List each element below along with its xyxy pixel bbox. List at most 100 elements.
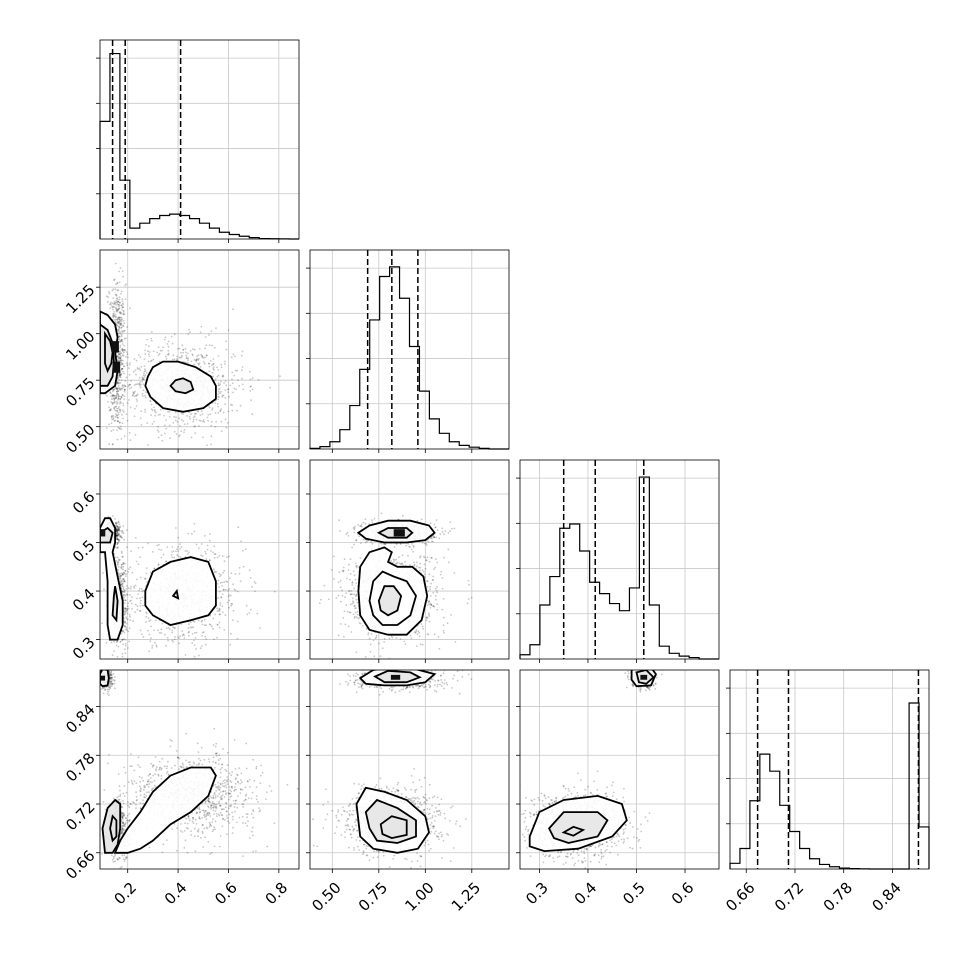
sample-point xyxy=(190,830,193,833)
sample-point xyxy=(118,382,120,385)
sample-point xyxy=(143,365,146,367)
sample-point xyxy=(143,784,146,787)
sample-point xyxy=(123,621,126,624)
sample-point xyxy=(162,553,165,556)
sample-point xyxy=(124,599,127,602)
sample-point xyxy=(112,316,115,319)
sample-point xyxy=(142,604,144,607)
sample-point xyxy=(360,542,362,544)
sample-point xyxy=(120,572,123,575)
sample-point xyxy=(124,570,127,572)
sample-point xyxy=(125,622,128,625)
sample-point xyxy=(118,373,121,375)
sample-point xyxy=(121,384,124,386)
sample-point xyxy=(199,810,201,813)
sample-point xyxy=(124,349,126,352)
sample-point xyxy=(116,526,119,528)
sample-point xyxy=(226,601,229,604)
sample-point xyxy=(246,780,249,782)
sample-point xyxy=(122,802,125,805)
sample-point xyxy=(150,414,153,417)
sample-point xyxy=(129,615,131,618)
sample-point xyxy=(176,548,178,551)
sample-point xyxy=(95,685,97,687)
sample-point xyxy=(107,515,110,518)
sample-point xyxy=(115,522,118,525)
sample-point xyxy=(114,687,116,690)
sample-point xyxy=(234,355,236,358)
sample-point xyxy=(148,650,151,653)
sample-point xyxy=(120,574,122,577)
sample-point xyxy=(364,518,367,521)
sample-point xyxy=(121,349,124,352)
sample-point xyxy=(122,417,125,420)
sample-point xyxy=(245,548,247,551)
sample-point xyxy=(204,336,207,338)
sample-point xyxy=(145,611,148,614)
sample-point xyxy=(205,624,208,627)
sample-point xyxy=(126,607,129,610)
sample-point xyxy=(118,307,121,310)
sample-point xyxy=(140,424,143,426)
sample-point xyxy=(123,638,125,641)
sample-point xyxy=(108,694,110,697)
sample-point xyxy=(116,522,119,524)
sample-point xyxy=(218,788,220,791)
sample-point xyxy=(118,316,121,319)
sample-point xyxy=(202,419,205,421)
sample-point xyxy=(236,773,238,776)
sample-point xyxy=(215,754,218,757)
sample-point xyxy=(120,362,123,365)
sample-point xyxy=(147,629,149,632)
sample-point xyxy=(126,821,129,824)
sample-point xyxy=(218,586,221,588)
sample-point xyxy=(200,746,203,749)
sample-point xyxy=(198,762,200,765)
sample-point xyxy=(121,832,124,835)
sample-point xyxy=(135,578,138,581)
sample-point xyxy=(123,337,126,340)
sample-point xyxy=(136,383,139,385)
sample-point xyxy=(244,799,247,801)
sample-point xyxy=(202,356,205,359)
sample-point xyxy=(125,355,127,358)
sample-point xyxy=(133,391,135,394)
sample-point xyxy=(113,406,116,409)
sample-point xyxy=(121,815,124,818)
sample-point xyxy=(171,556,174,559)
sample-point xyxy=(119,301,121,304)
sample-point xyxy=(173,626,176,629)
sample-point xyxy=(116,390,118,393)
sample-point xyxy=(106,295,108,298)
sample-point xyxy=(195,358,198,361)
sample-point xyxy=(140,599,142,602)
sample-point xyxy=(110,401,113,403)
sample-point xyxy=(107,401,109,403)
sample-point xyxy=(179,635,182,638)
sample-point xyxy=(123,580,126,583)
sample-point xyxy=(113,640,115,643)
sample-point xyxy=(231,603,234,606)
sample-point xyxy=(212,756,215,759)
sample-point xyxy=(120,323,123,326)
sample-point xyxy=(206,799,209,802)
sample-point xyxy=(110,395,113,398)
sample-point xyxy=(117,381,119,384)
sample-point xyxy=(116,562,119,565)
sample-point xyxy=(110,854,113,857)
sample-point xyxy=(114,302,116,304)
sample-point xyxy=(144,577,146,580)
sample-point xyxy=(113,682,116,685)
sample-point xyxy=(219,796,222,799)
sample-point xyxy=(117,416,119,419)
sample-point xyxy=(121,385,124,387)
sample-point xyxy=(135,383,138,386)
sample-point xyxy=(231,832,234,834)
sample-point xyxy=(123,562,126,565)
sample-point xyxy=(113,650,115,652)
sample-point xyxy=(139,597,141,600)
sample-point xyxy=(224,781,226,784)
sample-point xyxy=(117,426,120,429)
sample-point xyxy=(245,742,248,745)
sample-point xyxy=(210,796,213,799)
